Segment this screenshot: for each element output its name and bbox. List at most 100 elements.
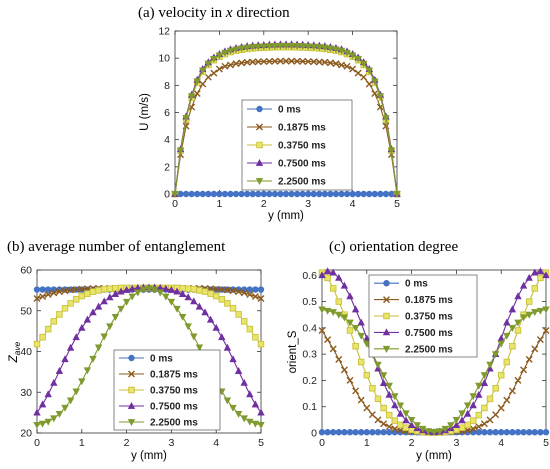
data-point <box>235 288 243 296</box>
data-point <box>240 318 248 325</box>
data-point <box>260 58 268 66</box>
data-point <box>492 411 500 419</box>
data-point <box>536 336 544 344</box>
data-point <box>531 429 538 436</box>
data-point <box>323 307 332 315</box>
data-point <box>475 390 483 398</box>
data-point <box>182 190 190 198</box>
data-point <box>66 343 75 351</box>
x-tick-label: 4 <box>498 437 504 449</box>
data-point <box>255 190 262 198</box>
data-point <box>254 43 262 51</box>
data-point <box>240 289 248 297</box>
y-tick-label: 0.6 <box>302 270 317 282</box>
x-axis-label: y (mm) <box>416 450 452 462</box>
data-point <box>304 43 312 51</box>
data-point <box>199 190 206 198</box>
data-point <box>78 292 86 300</box>
data-point <box>199 67 207 75</box>
data-point <box>475 411 483 419</box>
data-point <box>377 190 384 198</box>
data-point <box>352 387 360 395</box>
data-point <box>221 190 229 198</box>
series-0-7500-ms <box>318 267 550 436</box>
data-point <box>310 43 318 51</box>
data-point <box>343 190 351 198</box>
data-point <box>162 284 170 292</box>
data-point <box>385 390 393 398</box>
y-tick-label: 8 <box>164 80 170 92</box>
data-point <box>33 421 41 429</box>
data-point <box>72 286 80 294</box>
data-point <box>56 311 63 318</box>
y-tick-label: 40 <box>20 346 32 358</box>
legend-swatch-marker <box>383 312 390 320</box>
legend-label: 0 ms <box>405 279 428 290</box>
data-point <box>452 416 461 424</box>
x-tick-label: 4 <box>350 198 356 210</box>
data-point <box>329 285 337 292</box>
data-point <box>39 333 46 341</box>
data-point <box>346 376 354 384</box>
data-point <box>184 323 192 331</box>
data-point <box>349 65 357 73</box>
data-point <box>251 400 260 408</box>
data-point <box>276 42 285 50</box>
data-point <box>338 190 345 198</box>
y-tick-label: 6 <box>164 107 170 119</box>
data-point <box>464 426 472 434</box>
data-point <box>243 58 251 66</box>
data-point <box>475 382 483 390</box>
data-point <box>363 340 371 348</box>
data-point <box>486 395 494 403</box>
data-point <box>50 378 58 386</box>
legend-label: 0.3750 ms <box>150 386 198 397</box>
data-point <box>55 367 64 374</box>
x-tick-label: 5 <box>543 437 549 449</box>
data-point <box>363 429 370 436</box>
data-point <box>201 288 209 295</box>
data-point <box>299 190 306 198</box>
legend-swatch-marker <box>255 178 264 186</box>
x-tick-label: 2 <box>409 437 415 449</box>
data-point <box>469 393 477 401</box>
data-point <box>227 190 234 198</box>
data-point <box>282 190 290 198</box>
data-point <box>276 57 284 65</box>
x-tick-label: 4 <box>213 437 219 449</box>
data-point <box>374 429 382 436</box>
data-point <box>223 286 231 294</box>
data-point <box>519 281 528 289</box>
data-point <box>503 358 511 366</box>
data-point <box>78 285 86 293</box>
data-point <box>184 285 192 292</box>
data-point <box>190 297 198 305</box>
data-point <box>498 429 505 436</box>
data-point <box>122 285 131 293</box>
data-point <box>252 286 259 293</box>
data-point <box>354 190 362 198</box>
data-point <box>382 115 390 122</box>
data-point <box>229 305 237 312</box>
data-point <box>61 305 69 312</box>
data-point <box>193 78 201 86</box>
data-point <box>205 190 212 198</box>
data-point <box>100 333 108 341</box>
data-point <box>469 401 477 409</box>
data-point <box>173 305 181 313</box>
data-point <box>503 429 510 436</box>
data-point <box>396 409 405 417</box>
data-point <box>542 429 550 436</box>
data-point <box>128 284 136 292</box>
data-point <box>321 190 329 198</box>
data-point <box>413 422 421 430</box>
data-point <box>156 289 164 297</box>
data-point <box>184 293 192 301</box>
data-point <box>282 57 290 65</box>
data-point <box>531 268 539 276</box>
data-point <box>340 281 349 289</box>
data-point <box>335 273 343 281</box>
y-tick-label: 0.1 <box>302 401 317 413</box>
data-point <box>463 402 472 410</box>
